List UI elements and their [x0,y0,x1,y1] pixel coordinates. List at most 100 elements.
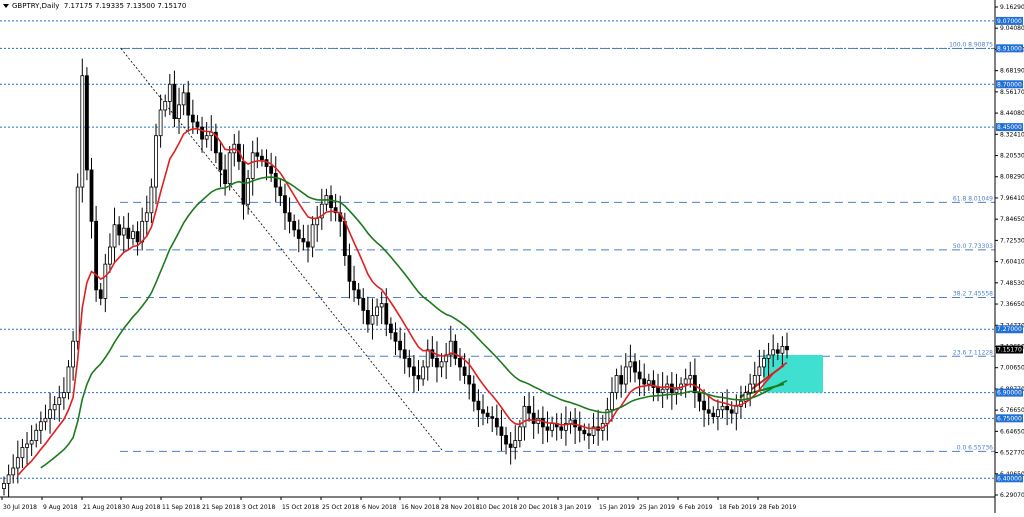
candle-body [190,114,195,123]
price-tick-label: 7.84650 [1000,216,1024,223]
time-tick-label: 21 Sep 2018 [202,504,240,511]
candle-body [57,397,62,406]
candle-body [453,340,458,359]
candle-body [587,433,591,436]
candle-body [29,440,34,445]
candle-body [564,423,568,431]
candle-body [204,135,209,140]
candle-body [167,83,172,102]
candle-body [623,366,628,385]
price-tick-label: 9.04080 [1000,25,1024,32]
fibonacci-label: 23.6 7.11228 [953,349,993,356]
candle-body [517,426,522,441]
candle-body [135,231,140,243]
level-price-tag-label: 6.40000 [997,475,1022,482]
price-tick-label: 9.16290 [1000,4,1024,11]
candle-body [706,409,711,414]
level-price-tag [996,123,1023,132]
candle-body [633,361,637,373]
candle-body [398,340,403,351]
candle-body [80,75,85,188]
candle-body [430,349,435,359]
time-axis-layer: 30 Jul 2018 9 Aug 2018 21 Aug 2018 30 Aug 2… [0,496,995,511]
candle-body [752,375,757,385]
candle-body [697,392,702,402]
candle-body [485,412,490,418]
candle-body [421,366,426,380]
candle-body [310,224,315,248]
candle-body [11,467,16,476]
candle-body [361,298,366,311]
candle-body [656,387,660,394]
candle-body [163,101,168,111]
candle-body [306,241,310,248]
candle-body [108,246,112,265]
candle-body [20,447,25,459]
candle-body [660,388,665,394]
candle-body [172,83,177,119]
candle-body [43,417,48,423]
time-tick-label: 21 Aug 2018 [83,504,122,511]
candle-body [591,426,596,436]
candle-body [121,227,126,236]
candle-body [637,371,642,380]
fibonacci-label: 50.0 7.73303 [953,243,993,250]
level-price-tag [996,388,1023,397]
candle-body [748,383,753,394]
time-tick-label: 28 Feb 2019 [759,504,797,511]
candle-body [347,255,352,282]
candle-body [227,152,232,185]
candle-body [775,349,780,354]
candle-body [720,405,725,411]
candle-body [379,303,384,308]
candle-body [619,375,624,385]
price-tick-label: 6.52770 [1000,450,1024,457]
candle-body [38,421,43,431]
fibonacci-layer: 100.0 8.90875 61.8 8.01049 50.0 7.73303 38.… [120,42,995,452]
candle-body [352,280,356,291]
candle-body [158,109,163,137]
price-tick-label: 7.00650 [1000,365,1024,372]
candle-body [407,357,412,368]
candle-body [688,375,693,380]
candle-body [103,263,108,299]
price-tick-label: 8.44080 [1000,110,1024,117]
candle-body [85,75,89,171]
price-tick-label: 8.20530 [1000,153,1024,160]
price-tick-label: 8.08290 [1000,174,1024,181]
candle-body [66,366,71,394]
price-axis-layer: 9.162909.040808.802908.681908.561708.440… [994,0,1024,513]
candle-body [522,405,527,428]
candle-body [75,186,80,342]
candle-body [448,340,453,356]
candle-body [683,378,688,385]
level-price-tag-label: 8.45000 [997,124,1022,131]
candles-layer [2,58,789,498]
time-tick-label: 30 Jul 2018 [3,504,37,511]
time-tick-label: 11 Sep 2018 [162,504,200,511]
time-tick-label: 30 Aug 2018 [122,504,161,511]
level-price-tag [996,474,1023,483]
candle-body [471,383,476,402]
candle-body [725,405,730,411]
dropdown-triangle-icon[interactable] [3,4,9,8]
candle-body [757,366,762,376]
candle-body [356,289,361,299]
candle-body [283,195,287,214]
candle-body [490,416,495,419]
time-tick-label: 3 Oct 2018 [242,504,275,511]
time-tick-label: 6 Nov 2018 [362,504,397,511]
candle-body [582,429,587,435]
candle-body [481,409,485,414]
candle-body [131,231,135,239]
candle-body [651,380,656,388]
candle-body [504,435,508,445]
candle-body [425,349,430,368]
candle-body [499,426,504,436]
time-tick-label: 20 Dec 2018 [519,504,558,511]
candle-body [246,178,251,205]
candle-body [628,361,633,368]
candle-body [711,412,716,418]
time-tick-label: 16 Nov 2018 [401,504,440,511]
